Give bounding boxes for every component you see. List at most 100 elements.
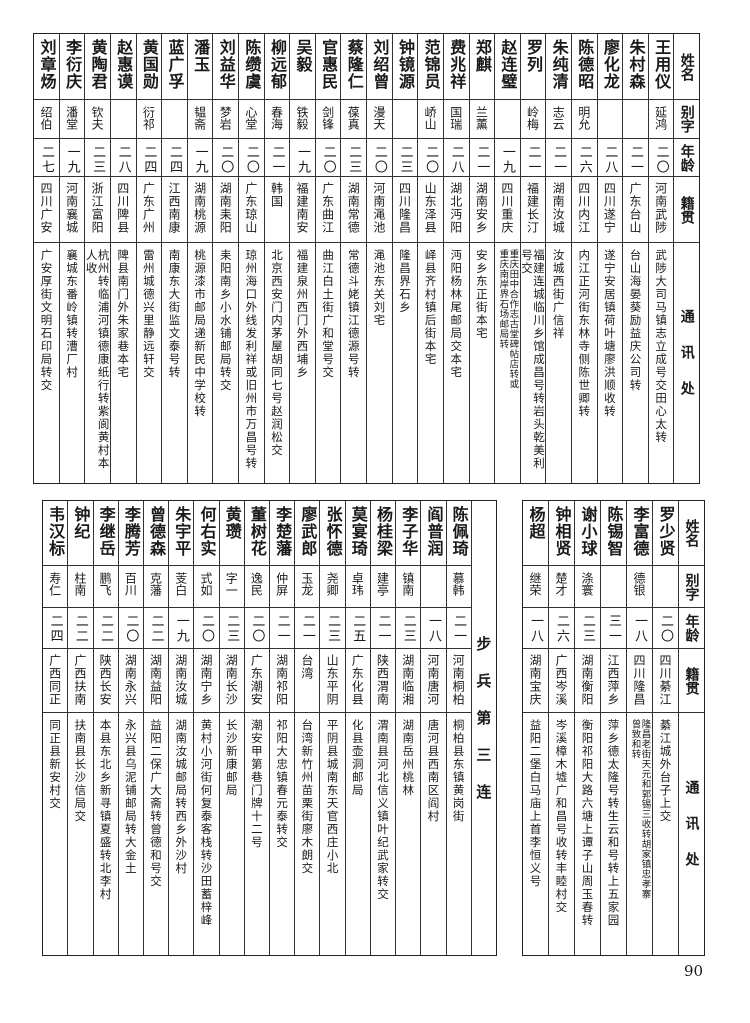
person-alias: 志云	[551, 106, 566, 130]
person-name: 李衍庆	[63, 39, 83, 90]
person-alias-cell	[601, 566, 626, 608]
person-native-cell: 广东台山	[623, 177, 648, 243]
person-name-cell: 蓝广孚	[162, 34, 187, 100]
person-native-cell: 湖南宁乡	[194, 649, 219, 713]
person-address: 内江正河街东林寺侧陈世卿转	[577, 243, 591, 418]
person-address: 渑池东关刘宅	[372, 243, 386, 327]
person-age: 二〇	[371, 145, 387, 175]
person-native: 河南桐柏	[451, 654, 466, 706]
person-age: 二四	[141, 145, 157, 175]
person-alias: 衍祁	[141, 106, 156, 130]
person-alias-cell: 柱南	[68, 566, 93, 608]
person-alias: 岭梅	[525, 106, 540, 130]
address-line: 曲江白土街广和堂号交	[321, 249, 336, 379]
person-native: 湖南宝庆	[528, 654, 542, 706]
address-line: 重庆南岸界石场邮局转	[497, 249, 509, 349]
person-name: 曾德森	[147, 506, 167, 557]
person-name-cell: 曾德森	[143, 501, 169, 566]
person-address: 湖南岳州桃林	[401, 713, 415, 797]
person-name: 潘玉	[191, 39, 211, 73]
person-alias: 钦夫	[90, 106, 105, 130]
person-address: 永兴县乌泥铺邮局转大金土	[123, 713, 138, 875]
address-line: 陴县南门外朱家巷本宅	[116, 249, 131, 379]
person-alias-cell	[162, 100, 187, 139]
address-line: 武陟大司马镇志立成号交田心太转	[654, 249, 669, 444]
person-name-cell: 费兆祥	[443, 34, 469, 100]
person-age-cell: 一九	[187, 139, 213, 177]
address-line: 襄城东番岭镇转漕厂村	[65, 249, 80, 379]
person-native: 湖南长沙	[224, 654, 239, 706]
person-native: 湖南汝城	[173, 654, 188, 706]
person-age: 二〇	[243, 145, 259, 175]
person-native: 广西扶南	[72, 654, 87, 706]
person-alias: 心堂	[243, 106, 258, 130]
person-age-cell: 一八	[523, 608, 548, 649]
person-address: 常德斗姥镇江德源号转	[347, 243, 361, 379]
person-name-cell: 李子华	[396, 501, 421, 566]
person-address: 武陟大司马镇志立成号交田心太转	[654, 243, 669, 444]
person-column: 朱村森 二一 广东台山 台山海晏葵励益庆公司转	[622, 34, 648, 483]
person-native: 福建南安	[295, 182, 310, 234]
person-native-cell: 河南桐柏	[446, 649, 471, 713]
person-age: 二三	[224, 614, 240, 644]
person-age-cell: 二〇	[239, 139, 264, 177]
person-native-cell: 湖南祁阳	[270, 649, 295, 713]
person-name-cell: 李楚藩	[270, 501, 295, 566]
person-address-cell: 同正县新安村交	[43, 713, 67, 954]
address-line: 重庆田中合作志古堂碑帖店转或	[507, 249, 519, 389]
person-name-cell: 陈佩琦	[446, 501, 471, 566]
address-line: 隆昌老街天元和郭锡三收转胡家镇忠孝寨	[639, 719, 651, 899]
address-line: 黄村小河街何复泰客栈转沙田蓄梓峰	[199, 719, 214, 927]
person-address-cell: 北京西安门内茅屋胡同七号赵润松交	[265, 243, 290, 482]
page-number: 90	[684, 962, 704, 980]
person-age-cell: 二〇	[648, 139, 674, 177]
person-address-cell: 台山海晏葵励益庆公司转	[623, 243, 648, 482]
person-native-cell: 湖南安乡	[469, 177, 495, 243]
person-age: 二一	[269, 145, 285, 175]
address-line: 沔阳杨林尾邮局交本宅	[449, 249, 464, 379]
person-name: 王用仪	[652, 39, 672, 90]
person-native: 浙江富阳	[90, 182, 105, 234]
person-alias-cell: 逸民	[244, 566, 270, 608]
person-name-cell: 阎普润	[421, 501, 446, 566]
person-column: 廖武郎 玉龙 二一 台湾 台湾新竹州苗栗街廖木朗交	[294, 501, 320, 955]
person-native-cell: 四川内江	[571, 177, 597, 243]
person-column: 杨桂梁 建亭 二一 陕西渭南 渭南县河北信义镇叶纪武家转交	[369, 501, 396, 955]
person-age: 二〇	[653, 145, 669, 175]
person-address-cell: 耒阳南乡小水铺邮局转交	[213, 243, 238, 482]
person-address-cell: 永兴县乌泥铺邮局转大金土	[119, 713, 143, 954]
person-native-cell: 浙江富阳	[85, 177, 110, 243]
person-name: 李腾芳	[121, 506, 141, 557]
person-name: 范锦员	[421, 39, 441, 90]
person-native: 陕西渭南	[375, 654, 390, 706]
person-native-cell: 陕西长安	[93, 649, 118, 713]
person-alias: 明允	[576, 106, 591, 130]
person-address-cell: 平阴县城南东天官西庄小北	[320, 713, 344, 954]
address-line: 永兴县乌泥铺邮局转大金土	[123, 719, 138, 875]
person-address: 桐柏县东镇黄岗街	[452, 713, 466, 823]
person-address: 南康东大街监文泰号转	[168, 243, 182, 379]
person-name-cell: 钟纪	[68, 501, 93, 566]
person-address-cell: 益阳二保广大斋转曾德和号交	[144, 713, 168, 954]
person-name-cell: 黄瓒	[219, 501, 244, 566]
person-name-cell: 李衍庆	[59, 34, 85, 100]
person-age: 二二	[148, 614, 164, 644]
person-alias: 仲屏	[274, 572, 289, 596]
person-age: 二一	[551, 145, 567, 175]
person-name-cell: 蔡隆仁	[341, 34, 367, 100]
header-address: 通讯处	[674, 243, 699, 482]
roster-table-top: 姓名 别字 年龄 籍贯 通讯处 王用仪 延鸿 二〇 河南武陟 武陟大司马镇志立成号交田心太转 朱村森…	[33, 33, 700, 484]
person-age-cell: 二一	[295, 608, 320, 649]
person-alias: 镇南	[400, 572, 415, 596]
person-name: 韦汉标	[46, 506, 66, 557]
person-alias: 柱南	[72, 572, 87, 596]
header-alias: 别字	[674, 100, 699, 139]
person-native-cell: 湖南衡阳	[575, 649, 600, 713]
person-column: 杨超 继荣 一八 湖南宝庆 益阳二堡白马庙上首李恒义号	[523, 501, 548, 955]
person-name-cell: 陈德昭	[571, 34, 597, 100]
person-name: 柳远郁	[267, 39, 287, 90]
person-alias-cell: 葆真	[341, 100, 367, 139]
person-native: 湖南永兴	[123, 654, 138, 706]
person-alias-cell	[597, 100, 623, 139]
person-age-cell: 一八	[421, 608, 446, 649]
